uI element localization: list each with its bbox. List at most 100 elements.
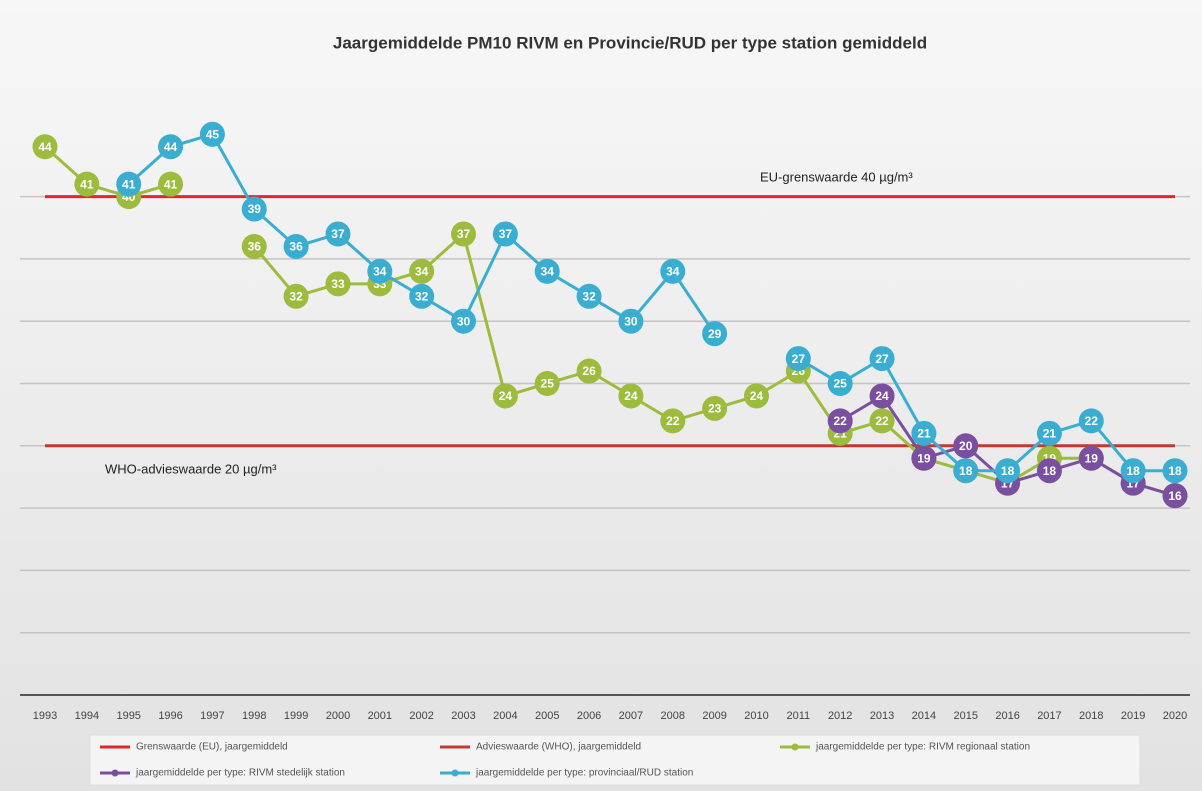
point [116, 171, 142, 197]
point [702, 395, 728, 421]
data-label: 26 [582, 364, 596, 378]
point [492, 383, 518, 409]
data-label: 36 [289, 240, 303, 254]
point [618, 383, 644, 409]
point [618, 308, 644, 334]
legend-label: Grenswaarde (EU), jaargemiddeld [136, 742, 288, 753]
point [911, 420, 937, 446]
point [367, 258, 393, 284]
x-tick-label: 2009 [702, 710, 726, 722]
x-tick-label: 2001 [368, 710, 392, 722]
x-tick-label: 1995 [116, 710, 140, 722]
x-tick-label: 2012 [828, 710, 852, 722]
data-label: 18 [959, 464, 973, 478]
data-label: 21 [917, 427, 931, 441]
data-label: 29 [708, 327, 722, 341]
point [869, 383, 895, 409]
point [576, 358, 602, 384]
point [199, 121, 225, 147]
point [743, 383, 769, 409]
data-label: 25 [541, 377, 555, 391]
data-label: 32 [289, 289, 303, 303]
legend-marker [451, 769, 459, 777]
x-tick-label: 2011 [787, 710, 811, 722]
x-tick-label: 2020 [1163, 710, 1187, 722]
x-tick-label: 1993 [33, 710, 57, 722]
data-label: 24 [750, 389, 764, 403]
point [32, 134, 58, 160]
data-label: 24 [624, 389, 638, 403]
data-label: 22 [834, 414, 848, 428]
point [1078, 408, 1104, 434]
data-label: 30 [624, 314, 638, 328]
x-tick-label: 2017 [1037, 710, 1061, 722]
x-tick-label: 2019 [1121, 710, 1145, 722]
x-tick-label: 2014 [912, 710, 936, 722]
point [827, 408, 853, 434]
x-tick-label: 1999 [284, 710, 308, 722]
x-tick-label: 2006 [577, 710, 601, 722]
point [953, 458, 979, 484]
point [869, 408, 895, 434]
point [325, 221, 351, 247]
point [283, 283, 309, 309]
data-label: 18 [1043, 464, 1057, 478]
x-tick-label: 2004 [493, 710, 517, 722]
point [74, 171, 100, 197]
point [1036, 420, 1062, 446]
data-label: 24 [875, 389, 889, 403]
data-label: 34 [666, 265, 680, 279]
data-label: 34 [415, 265, 429, 279]
point [158, 134, 184, 160]
data-label: 41 [122, 177, 136, 191]
point [451, 308, 477, 334]
point [785, 346, 811, 372]
x-tick-label: 2015 [953, 710, 977, 722]
data-label: 16 [1168, 489, 1182, 503]
point [534, 258, 560, 284]
data-label: 19 [1085, 451, 1099, 465]
data-label: 23 [708, 402, 722, 416]
point [492, 221, 518, 247]
data-label: 25 [834, 377, 848, 391]
legend-marker [111, 769, 119, 777]
x-tick-label: 2008 [661, 710, 685, 722]
x-tick-label: 1997 [200, 710, 224, 722]
point [325, 271, 351, 297]
data-label: 41 [80, 177, 94, 191]
point [1036, 458, 1062, 484]
data-label: 22 [875, 414, 889, 428]
legend-label: Advieswaarde (WHO), jaargemiddeld [476, 742, 641, 753]
x-tick-label: 1996 [158, 710, 182, 722]
data-label: 30 [457, 314, 471, 328]
point [241, 233, 267, 259]
legend-label: jaargemiddelde per type: RIVM stedelijk … [135, 768, 345, 779]
annotation: WHO-advieswaarde 20 µg/m³ [105, 461, 277, 476]
data-label: 18 [1126, 464, 1140, 478]
point [1078, 445, 1104, 471]
data-label: 34 [541, 265, 555, 279]
point [660, 258, 686, 284]
chart-title: Jaargemiddelde PM10 RIVM en Provincie/RU… [333, 33, 927, 52]
legend-box [89, 734, 1141, 786]
data-label: 27 [792, 352, 806, 366]
point [660, 408, 686, 434]
data-label: 37 [331, 227, 345, 241]
data-label: 44 [164, 140, 178, 154]
point [827, 371, 853, 396]
x-tick-label: 2000 [326, 710, 350, 722]
x-tick-label: 2016 [995, 710, 1019, 722]
point [283, 233, 309, 259]
data-label: 21 [1043, 427, 1057, 441]
x-tick-label: 2018 [1079, 710, 1103, 722]
data-label: 44 [38, 140, 52, 154]
point [1162, 483, 1188, 509]
data-label: 41 [164, 177, 178, 191]
data-label: 18 [1168, 464, 1182, 478]
point [451, 221, 477, 247]
data-label: 20 [959, 439, 973, 453]
point [576, 283, 602, 309]
point [534, 371, 560, 396]
